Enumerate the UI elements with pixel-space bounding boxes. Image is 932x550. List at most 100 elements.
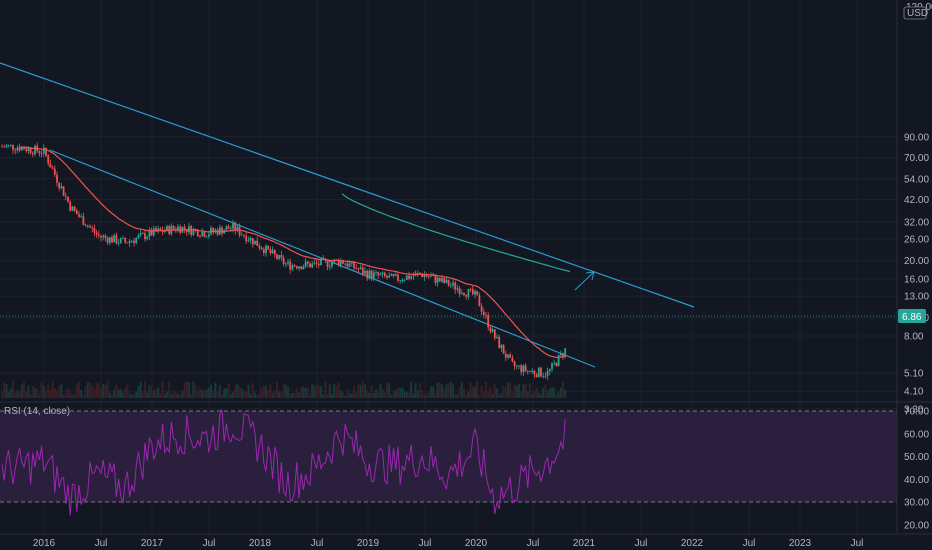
candle-body	[29, 147, 32, 153]
candle-body	[124, 238, 127, 243]
candle-body	[251, 237, 254, 245]
volume-bar	[379, 384, 382, 398]
candle-body	[463, 293, 465, 296]
candle-body	[148, 229, 151, 237]
candle-body	[247, 240, 250, 242]
candle-body	[313, 262, 316, 264]
volume-bar	[42, 386, 45, 398]
candle-body	[562, 353, 564, 357]
volume-bar	[300, 386, 303, 398]
volume-bar	[111, 394, 113, 398]
volume-bar	[75, 384, 78, 398]
projection-arrow-line[interactable]	[574, 271, 595, 291]
candle-body	[300, 266, 303, 270]
currency-label: USD	[907, 8, 928, 19]
volume-bar	[256, 394, 259, 398]
candle-body	[366, 270, 369, 279]
volume-bar	[210, 384, 212, 398]
candle-body	[544, 375, 547, 377]
channel-lower-line[interactable]	[49, 149, 596, 368]
candle-body	[75, 210, 78, 215]
candle-body	[381, 272, 384, 275]
volume-bar	[73, 393, 76, 398]
volume-bar	[203, 390, 206, 398]
volume-bar	[309, 393, 311, 398]
volume-bar	[548, 388, 551, 398]
price-axis[interactable]: 90.00 70.00 54.00 42.00 32.00 26.00 20.00 16.00…	[904, 132, 929, 415]
candle-body	[364, 270, 366, 274]
currency-badge[interactable]	[903, 6, 927, 20]
candle-body	[513, 361, 516, 367]
volume-bar	[293, 392, 296, 398]
volume-bar	[9, 388, 12, 398]
rsi-axis-label: 70.00	[904, 407, 929, 418]
rsi-axis[interactable]: 70.00 60.00 50.00 40.00 30.00 20.00	[904, 407, 929, 532]
candle-body	[100, 235, 102, 238]
volume-bar	[60, 383, 63, 398]
volume-bar	[53, 388, 56, 398]
volume-bar	[150, 385, 153, 398]
candle-body	[485, 314, 487, 316]
volume-bar	[350, 394, 353, 398]
volume-bar	[416, 390, 419, 398]
candle-body	[40, 153, 43, 155]
volume-bar	[507, 382, 509, 398]
candle-body	[311, 263, 314, 268]
volume-bar	[469, 382, 472, 398]
volume-bar	[27, 385, 30, 398]
candle-body	[419, 273, 421, 275]
volume-bar	[18, 391, 21, 398]
candle-body	[432, 275, 435, 277]
candle-body	[533, 370, 536, 375]
volume-bar	[504, 387, 507, 398]
volume-bar	[423, 394, 426, 398]
candle-body	[20, 147, 23, 151]
candle-body	[379, 274, 382, 276]
moving-average-fast-line	[19, 146, 566, 359]
volume-bar	[447, 382, 450, 398]
volume-bar	[320, 386, 322, 398]
volume-bar	[146, 392, 149, 398]
volume-bar	[421, 390, 424, 398]
volume-bar	[172, 390, 175, 398]
candle-body	[390, 273, 393, 276]
candle-body	[405, 275, 408, 280]
volume-bar	[535, 387, 538, 398]
volume-bar	[137, 386, 140, 398]
volume-bar	[130, 394, 133, 398]
volume-bar	[427, 392, 430, 398]
projection-arrow[interactable]	[574, 271, 595, 291]
volume-bar	[254, 392, 256, 398]
descending-channel[interactable]	[0, 62, 695, 368]
volume-bar	[80, 389, 83, 398]
volume-bar	[377, 390, 380, 398]
price-axis-label: 5.10	[904, 369, 924, 380]
candle-body	[18, 147, 21, 151]
volume-bar	[269, 384, 272, 398]
candle-body	[139, 233, 142, 236]
candle-body	[146, 236, 149, 240]
volume-bar	[214, 382, 217, 398]
candle-body	[291, 265, 294, 270]
candle-body	[304, 261, 307, 267]
rsi-axis-label: 40.00	[904, 475, 929, 486]
channel-upper-line[interactable]	[0, 62, 695, 308]
volume-bar	[95, 382, 98, 398]
volume-bar	[383, 392, 386, 398]
volume-bar	[496, 388, 498, 398]
time-axis[interactable]: 2016 Jul 2017 Jul 2018 Jul 2019 Jul 2020 Jul 2021 J…	[33, 538, 864, 549]
volume-bar	[551, 387, 553, 398]
candle-body	[436, 277, 439, 283]
candle-body	[522, 365, 525, 373]
candle-body	[240, 234, 243, 236]
candle-body	[287, 261, 289, 264]
volume-bar	[194, 385, 197, 398]
candle-body	[245, 235, 248, 242]
candle-body	[56, 174, 58, 183]
volume-bar	[441, 383, 443, 398]
candle-body	[518, 365, 520, 367]
candle-body	[361, 267, 364, 274]
volume-bar	[529, 383, 531, 398]
volume-bar	[372, 393, 375, 398]
